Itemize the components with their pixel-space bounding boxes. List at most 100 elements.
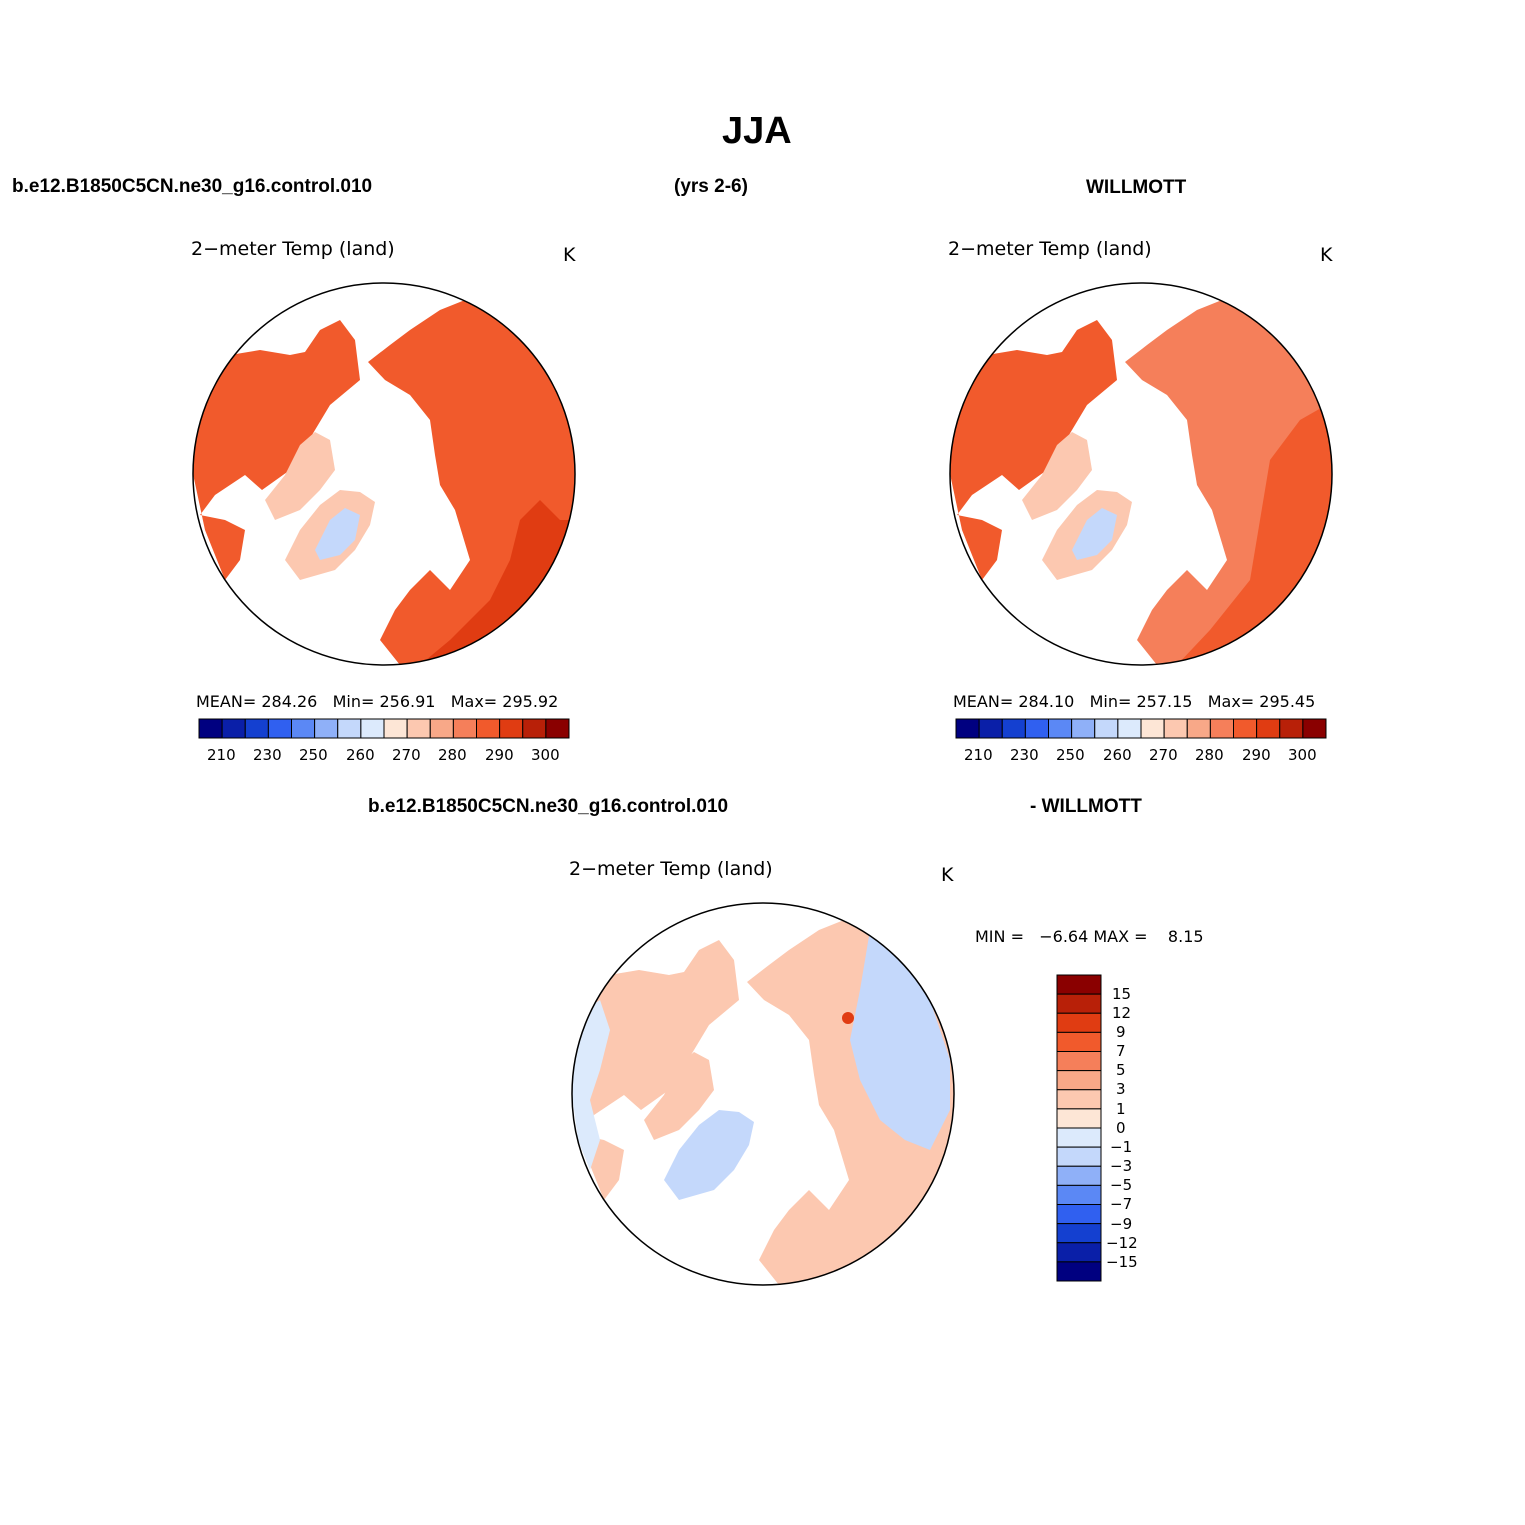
panel3-land-archipelago xyxy=(644,1052,714,1140)
figure-title: JJA xyxy=(722,110,792,152)
panel3-tick-m3: −3 xyxy=(1110,1157,1133,1175)
panel1-colorbar-swatch xyxy=(267,718,292,739)
panel3-stats: MIN = −6.64 MAX = 8.15 xyxy=(975,927,1204,946)
panel3-land-north-america xyxy=(572,940,739,1200)
panel2-colorbar-swatch xyxy=(1279,718,1304,739)
panel3-tick-5: 5 xyxy=(1116,1061,1126,1079)
panel3-min-label: MIN = xyxy=(975,927,1024,946)
panel3-tick-12: 12 xyxy=(1112,1004,1132,1022)
panel3-colorbar-swatch xyxy=(1056,1108,1102,1129)
panel3-colorbar-swatch xyxy=(1056,1031,1102,1052)
panel1-colorbar-swatch xyxy=(545,718,570,739)
panel3-warm-spot xyxy=(842,1012,854,1024)
panel2-mean-label: MEAN= xyxy=(953,692,1014,711)
panel3-min: −6.64 xyxy=(1039,927,1089,946)
obs-name-header: WILLMOTT xyxy=(1086,177,1187,198)
panel1-colorbar-swatch xyxy=(244,718,269,739)
panel1-tick-280: 280 xyxy=(438,746,467,764)
panel3-tick-9: 9 xyxy=(1116,1023,1126,1041)
panel2-land-north-america xyxy=(950,320,1117,580)
panel1-title: 2−meter Temp (land) xyxy=(191,238,395,260)
panel1-colorbar-swatch xyxy=(360,718,385,739)
panel1-map xyxy=(192,282,576,666)
panel2-tick-290: 290 xyxy=(1242,746,1271,764)
panel2-colorbar-swatch xyxy=(978,718,1003,739)
panel1-tick-260: 260 xyxy=(346,746,375,764)
panel2-title: 2−meter Temp (land) xyxy=(948,238,1152,260)
panel1-min: 256.91 xyxy=(379,692,436,711)
panel1-mean: 284.26 xyxy=(261,692,318,711)
panel1-units: K xyxy=(563,244,576,266)
panel3-land-eurasia-cool xyxy=(850,930,950,1150)
panel3-tick-7: 7 xyxy=(1116,1042,1126,1060)
panel1-max-label: Max= xyxy=(450,692,498,711)
panel1-land-archipelago xyxy=(265,432,335,520)
panel3-map xyxy=(571,902,955,1286)
panel2-max-label: Max= xyxy=(1207,692,1255,711)
panel1-colorbar-swatch xyxy=(406,718,431,739)
panel1-colorbar-swatch xyxy=(429,718,454,739)
panel1-tick-270: 270 xyxy=(392,746,421,764)
panel1-colorbar-swatch xyxy=(221,718,246,739)
panel3-colorbar-swatch xyxy=(1056,1146,1102,1167)
panel1-land-eurasia xyxy=(368,298,575,665)
panel1-colorbar-swatch xyxy=(198,718,223,739)
panel3-colorbar-swatch xyxy=(1056,1165,1102,1186)
panel2-colorbar-swatch xyxy=(955,718,980,739)
panel1-colorbar-swatch xyxy=(476,718,501,739)
panel1-colorbar-swatch xyxy=(291,718,316,739)
panel3-colorbar-swatch xyxy=(1056,1089,1102,1110)
panel2-tick-270: 270 xyxy=(1149,746,1178,764)
panel2-min: 257.15 xyxy=(1136,692,1193,711)
panel2-map xyxy=(949,282,1333,666)
panel1-colorbar-swatch xyxy=(499,718,524,739)
panel2-colorbar-swatch xyxy=(1094,718,1119,739)
panel3-tick-m1: −1 xyxy=(1110,1138,1133,1156)
panel1-max: 295.92 xyxy=(502,692,559,711)
panel3-tick-m5: −5 xyxy=(1110,1176,1133,1194)
panel1-colorbar xyxy=(198,718,570,739)
panel3-land-greenland xyxy=(664,1110,754,1200)
panel2-tick-230: 230 xyxy=(1010,746,1039,764)
panel1-tick-300: 300 xyxy=(531,746,560,764)
panel1-tick-290: 290 xyxy=(485,746,514,764)
panel1-colorbar-swatch xyxy=(337,718,362,739)
panel3-colorbar-swatch xyxy=(1056,1223,1102,1244)
panel1-colorbar-swatch xyxy=(383,718,408,739)
panel2-colorbar-swatch xyxy=(1256,718,1281,739)
case-name-header: b.e12.B1850C5CN.ne30_g16.control.010 xyxy=(12,176,373,197)
panel2-tick-300: 300 xyxy=(1288,746,1317,764)
panel2-colorbar-swatch xyxy=(1209,718,1234,739)
panel3-colorbar-swatch xyxy=(1056,1184,1102,1205)
panel2-colorbar-swatch xyxy=(1233,718,1258,739)
panel1-mean-label: MEAN= xyxy=(196,692,257,711)
panel1-min-label: Min= xyxy=(332,692,375,711)
panel1-land-greenland-ice xyxy=(315,508,360,560)
panel3-tick-m12: −12 xyxy=(1106,1234,1138,1252)
panel1-tick-230: 230 xyxy=(253,746,282,764)
panel2-colorbar-swatch xyxy=(1048,718,1073,739)
panel1-colorbar-swatch xyxy=(314,718,339,739)
years-header: (yrs 2-6) xyxy=(674,176,748,197)
panel2-stats: MEAN= 284.10 Min= 257.15 Max= 295.45 xyxy=(953,692,1315,711)
panel2-units: K xyxy=(1320,244,1333,266)
panel1-stats: MEAN= 284.26 Min= 256.91 Max= 295.92 xyxy=(196,692,558,711)
panel3-colorbar-swatch xyxy=(1056,1204,1102,1225)
panel3-colorbar-swatch xyxy=(1056,1242,1102,1263)
panel3-tick-m15: −15 xyxy=(1106,1253,1138,1271)
panel2-colorbar-swatch xyxy=(1117,718,1142,739)
panel2-land-greenland-ice xyxy=(1072,508,1117,560)
panel2-colorbar xyxy=(955,718,1327,739)
panel2-colorbar-swatch xyxy=(1302,718,1327,739)
panel1-tick-210: 210 xyxy=(207,746,236,764)
panel3-tick-m7: −7 xyxy=(1110,1195,1133,1213)
panel3-land-north-america-cool xyxy=(572,1000,610,1170)
diff-right-header: - WILLMOTT xyxy=(1030,796,1142,817)
panel2-colorbar-swatch xyxy=(1024,718,1049,739)
panel2-tick-250: 250 xyxy=(1056,746,1085,764)
panel3-colorbar-swatch xyxy=(1056,993,1102,1014)
panel3-tick-1: 1 xyxy=(1116,1100,1126,1118)
panel3-title: 2−meter Temp (land) xyxy=(569,858,773,880)
panel3-tick-0: 0 xyxy=(1116,1119,1126,1137)
